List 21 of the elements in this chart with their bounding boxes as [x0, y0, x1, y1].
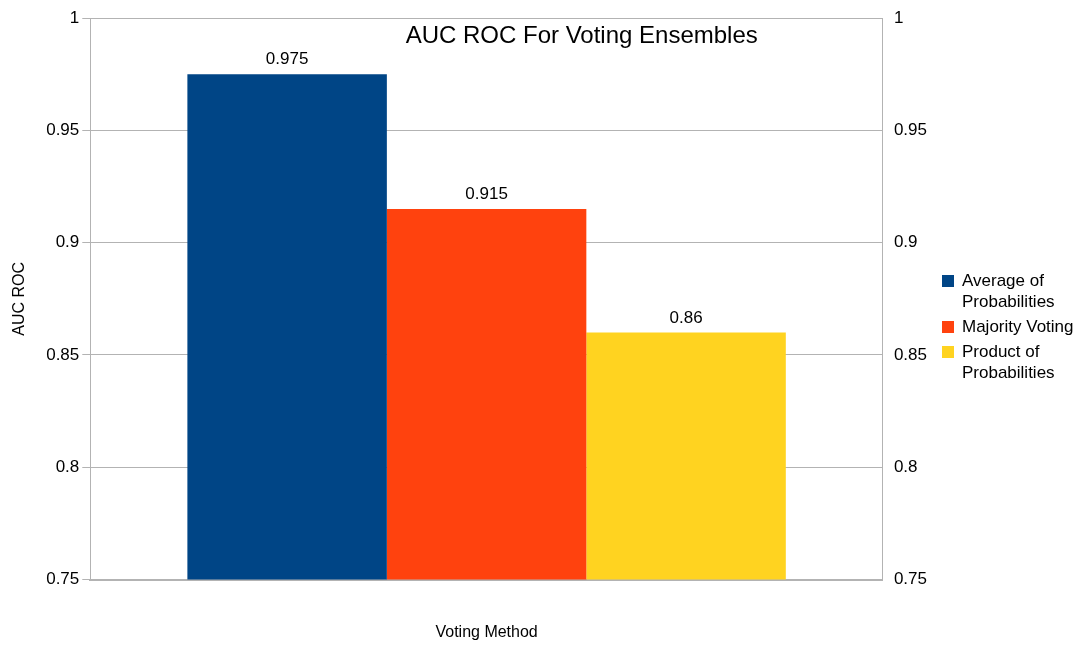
y-axis-title: AUC ROC: [10, 261, 28, 336]
y-tick-label: 0.9: [55, 232, 80, 252]
y-tick-label: 0.85: [46, 344, 80, 364]
y-tick-label: 1: [69, 7, 80, 27]
data-label: 0.975: [265, 49, 309, 69]
legend-label: Majority Voting: [962, 315, 1074, 337]
data-label: 0.86: [669, 307, 703, 327]
legend-label: Product of Probabilities: [962, 340, 1056, 383]
y2-tick-label: 0.75: [893, 569, 928, 589]
y2-tick-label: 0.9: [893, 232, 918, 252]
y-tick-label: 0.8: [55, 456, 80, 476]
legend-label: Average of Probabilities: [962, 269, 1056, 312]
data-label: 0.915: [465, 184, 508, 204]
y-tick-label: 0.95: [46, 120, 80, 140]
x-axis-title: Voting Method: [435, 622, 538, 640]
chart-title: AUC ROC For Voting Ensembles: [405, 20, 758, 48]
y2-tick-label: 0.95: [893, 120, 928, 140]
y2-tick-label: 0.8: [893, 456, 918, 476]
y2-tick-label: 1: [893, 7, 904, 27]
y2-tick-label: 0.85: [893, 344, 928, 364]
y-tick-label: 0.75: [46, 569, 80, 589]
